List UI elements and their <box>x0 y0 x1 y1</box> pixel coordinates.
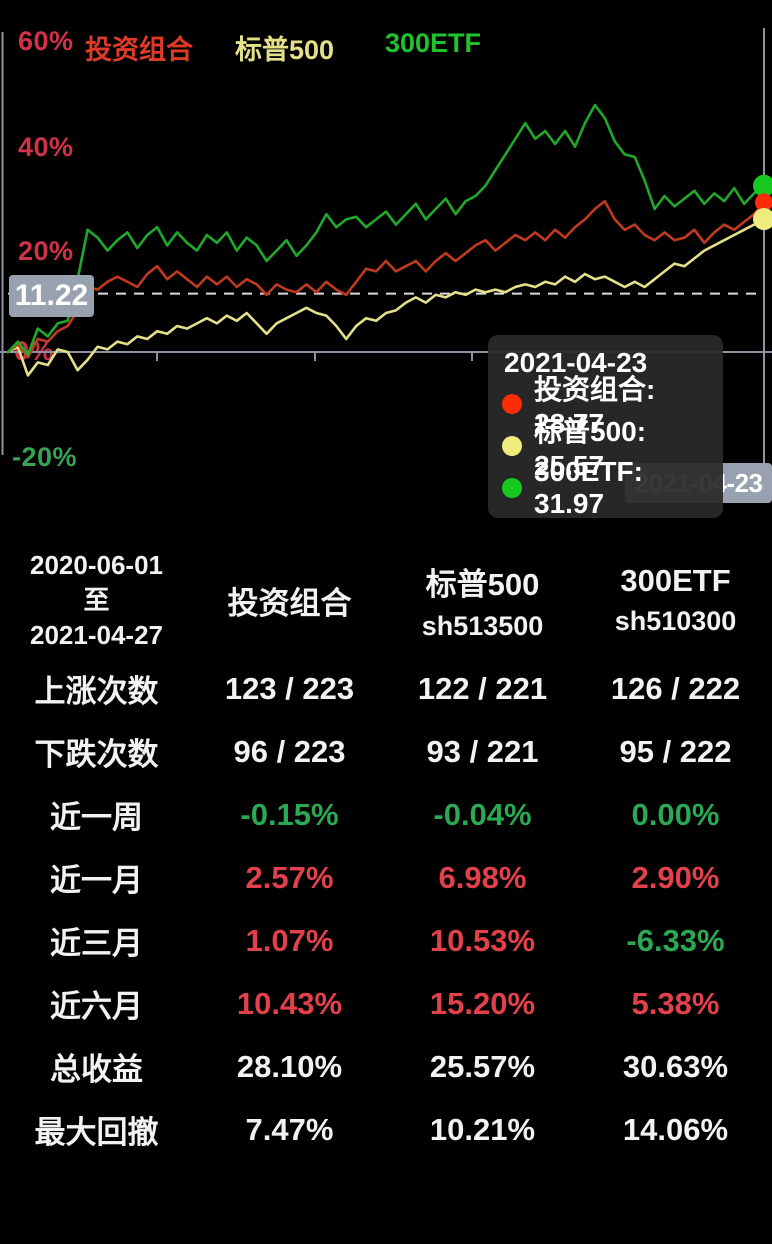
series-dot-icon <box>502 436 522 456</box>
row-label: 下跌次数 <box>34 737 159 772</box>
series-dot-icon <box>502 478 522 498</box>
period-end: 2021-04-27 <box>30 619 163 650</box>
table-period: 2020-06-01 至 2021-04-27 <box>0 543 193 657</box>
table-row: 最大回撤 7.47% 10.21% 14.06% <box>0 1098 772 1161</box>
row-value: 95 / 222 <box>619 733 732 769</box>
column-code: sh513500 <box>421 610 544 641</box>
tooltip-item-text: 标普500: 25.57 <box>534 416 647 481</box>
y-axis-label-neg20: -20% <box>12 442 78 472</box>
table-header: 2020-06-01 至 2021-04-27 投资组合 标普500 sh513… <box>0 543 772 657</box>
row-value: -0.15% <box>240 796 339 832</box>
column-code: sh510300 <box>614 606 737 636</box>
table-row: 总收益 28.10% 25.57% 30.63% <box>0 1035 772 1098</box>
series-end-dot-投资组合 <box>755 193 772 212</box>
row-label: 近一周 <box>50 800 143 835</box>
table-row: 近六月 10.43% 15.20% 5.38% <box>0 972 772 1035</box>
series-line-标普500 <box>6 217 766 377</box>
row-value: 10.43% <box>236 985 343 1021</box>
series-dot-icon <box>502 394 522 414</box>
row-value: 96 / 223 <box>233 733 346 769</box>
table-row: 近三月 1.07% 10.53% -6.33% <box>0 909 772 972</box>
tooltip-item-text: 300ETF: 31.97 <box>534 456 643 519</box>
row-value: 2.57% <box>245 859 334 895</box>
table-row: 近一月 2.57% 6.98% 2.90% <box>0 846 772 909</box>
column-header-portfolio: 投资组合 <box>193 543 386 657</box>
row-value: 93 / 221 <box>426 733 539 769</box>
reference-value-badge: 11.22 <box>9 275 94 317</box>
period-to: 至 <box>83 584 110 615</box>
row-label: 上涨次数 <box>34 674 159 709</box>
row-label: 最大回撤 <box>34 1115 159 1150</box>
stats-table: 2020-06-01 至 2021-04-27 投资组合 标普500 sh513… <box>0 543 772 1161</box>
row-label: 近一月 <box>50 863 143 898</box>
performance-chart-area[interactable]: 60% 投资组合 标普500 300ETF 40% 20% 0% -20% 11… <box>0 0 772 540</box>
series-end-dot-300ETF <box>753 174 772 197</box>
row-value: -6.33% <box>626 922 725 958</box>
row-value: 10.53% <box>429 922 536 958</box>
tooltip-rows: 投资组合: 28.77 标普500: 25.57 300ETF: 31.97 <box>500 374 711 519</box>
row-value: 1.07% <box>245 922 334 958</box>
row-value: 0.00% <box>631 796 720 832</box>
row-value: -0.04% <box>433 796 532 832</box>
chart-tooltip: 2021-04-23 投资组合: 28.77 标普500: 25.57 300ETF… <box>488 335 723 519</box>
row-value: 25.57% <box>429 1048 536 1084</box>
table-row: 近一周 -0.15% -0.04% 0.00% <box>0 783 772 846</box>
legend-item-300etf[interactable]: 300ETF <box>385 28 482 58</box>
row-value: 6.98% <box>438 859 527 895</box>
tooltip-item: 标普500: 25.57 <box>500 416 711 481</box>
y-axis-label-60: 60% <box>18 26 74 56</box>
column-header-sp500: 标普500 sh513500 <box>386 543 579 657</box>
series-line-投资组合 <box>6 199 766 359</box>
column-title: 标普500 <box>425 566 540 602</box>
row-value: 5.38% <box>631 985 720 1021</box>
row-label: 总收益 <box>50 1052 143 1087</box>
row-value: 30.63% <box>622 1048 729 1084</box>
legend-item-sp500[interactable]: 标普500 <box>235 35 335 65</box>
y-axis-label-40: 40% <box>18 132 74 162</box>
tooltip-item-text: 投资组合: 28.77 <box>534 374 656 439</box>
row-value: 122 / 221 <box>417 670 548 706</box>
row-value: 7.47% <box>245 1111 334 1147</box>
row-value: 28.10% <box>236 1048 343 1084</box>
row-label: 近三月 <box>50 926 143 961</box>
series-end-dot-标普500 <box>753 208 772 231</box>
row-value: 2.90% <box>631 859 720 895</box>
row-value: 14.06% <box>622 1111 729 1147</box>
tooltip-item: 投资组合: 28.77 <box>500 374 711 439</box>
legend-item-portfolio[interactable]: 投资组合 <box>85 35 193 65</box>
row-value: 123 / 223 <box>224 670 355 706</box>
column-title: 投资组合 <box>227 585 352 621</box>
row-value: 126 / 222 <box>610 670 741 706</box>
table-row: 下跌次数 96 / 223 93 / 221 95 / 222 <box>0 720 772 783</box>
y-axis-label-20: 20% <box>18 236 74 266</box>
performance-chart[interactable] <box>0 0 772 540</box>
table-body: 上涨次数 123 / 223 122 / 221 126 / 222 下跌次数 96 / … <box>0 657 772 1161</box>
tooltip-date: 2021-04-23 <box>504 347 648 378</box>
period-start: 2020-06-01 <box>30 549 163 580</box>
tooltip-item: 300ETF: 31.97 <box>500 456 711 519</box>
column-header-300etf: 300ETF sh510300 <box>579 543 772 657</box>
row-value: 15.20% <box>429 985 536 1021</box>
column-title: 300ETF <box>620 563 731 598</box>
table-row: 上涨次数 123 / 223 122 / 221 126 / 222 <box>0 657 772 720</box>
row-label: 近六月 <box>50 989 143 1024</box>
row-value: 10.21% <box>429 1111 536 1147</box>
series-line-300ETF <box>6 103 766 356</box>
